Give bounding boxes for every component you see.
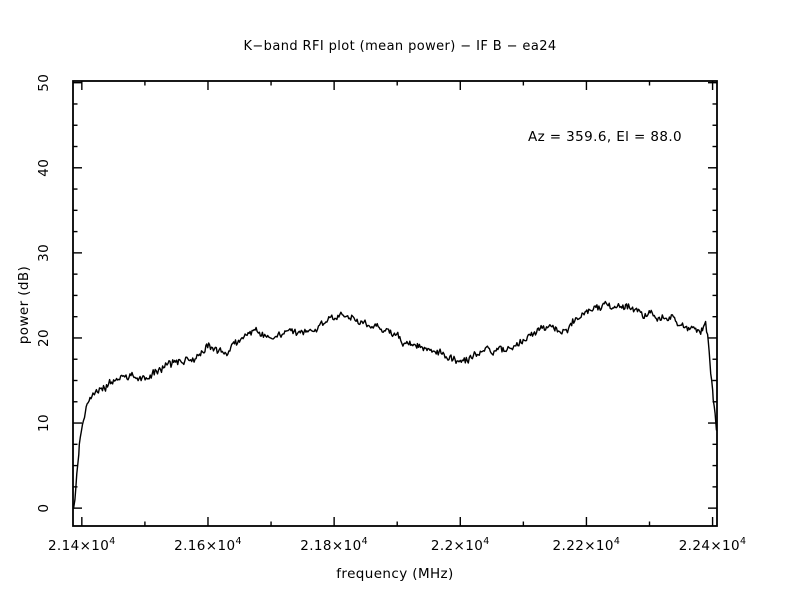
y-axis-label: power (dB) (16, 266, 32, 344)
x-tick-label: 2.22×104 (553, 536, 621, 554)
x-tick-label: 2.18×104 (300, 536, 368, 554)
y-tick-label: 10 (36, 414, 52, 432)
y-tick-label: 20 (36, 329, 52, 347)
x-tick-label: 2.24×104 (679, 536, 747, 554)
chart-title: K−band RFI plot (mean power) − IF B − ea… (243, 39, 556, 54)
axis-tick-labels: 2.14×104 2.16×104 2.18×104 2.2×104 2.22×104 2… (36, 74, 746, 554)
x-tick-label: 2.14×104 (48, 536, 116, 554)
axis-ticks (73, 81, 717, 526)
pointing-annotation: Az = 359.6, El = 88.0 (528, 129, 682, 145)
y-tick-label: 0 (36, 504, 52, 513)
y-tick-label: 40 (36, 159, 52, 177)
mean-power-series-line (72, 300, 718, 509)
y-tick-label: 30 (36, 244, 52, 262)
x-tick-label: 2.16×104 (174, 536, 242, 554)
y-tick-label: 50 (36, 74, 52, 92)
x-tick-label: 2.2×104 (431, 536, 490, 554)
x-axis-label: frequency (MHz) (336, 566, 453, 582)
plot-frame (72, 80, 718, 527)
